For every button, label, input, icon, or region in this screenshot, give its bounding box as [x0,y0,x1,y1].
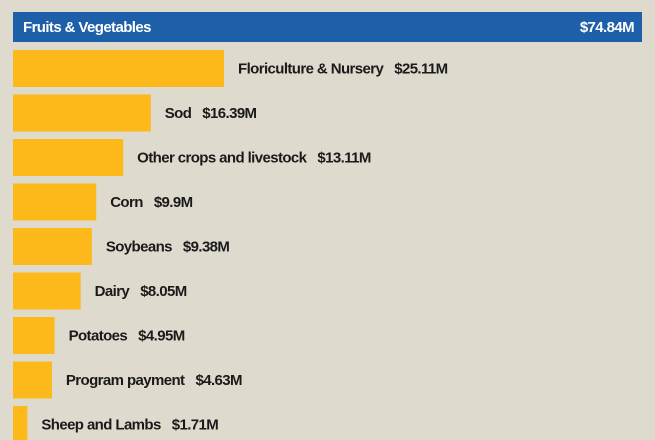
value-label: $25.11M [394,60,447,77]
bar [13,94,151,132]
value-label: $74.84M [580,19,634,36]
value-label: $13.11M [317,149,370,166]
bar [13,361,52,399]
bar-label: Dairy [95,283,131,300]
bar [13,272,81,310]
bar-label: Soybeans [106,238,172,255]
value-label: $4.95M [138,327,185,344]
bar [13,183,97,221]
bar [13,12,642,42]
bar [13,50,225,87]
bar-label: Floriculture & Nursery [238,60,384,77]
value-label: $8.05M [140,283,187,300]
value-label: $16.39M [202,105,256,122]
bar-label: Fruits & Vegetables [23,19,151,36]
bar [13,139,124,176]
bar-label: Sod [165,105,192,122]
value-label: $9.9M [154,194,193,211]
bar [13,228,92,265]
value-label: $1.71M [172,416,219,433]
value-label: $9.38M [183,238,230,255]
value-label: $4.63M [195,372,242,389]
bar-label: Other crops and livestock [137,149,307,166]
bar [13,406,28,440]
bar-label: Potatoes [69,327,128,344]
bar-label: Sheep and Lambs [41,416,161,433]
bar [13,317,55,354]
bar-label: Corn [110,194,143,211]
bar-label: Program payment [66,372,185,389]
